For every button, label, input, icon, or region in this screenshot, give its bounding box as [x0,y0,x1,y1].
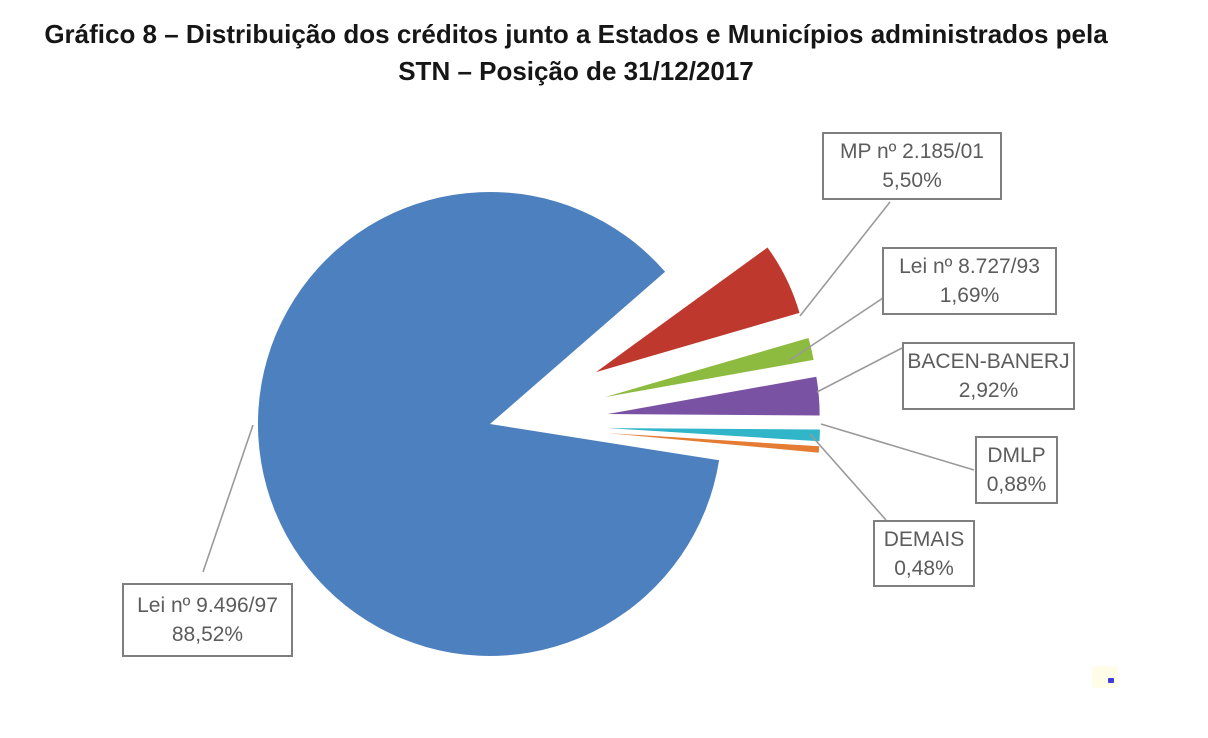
scan-artifact-halo [1092,666,1118,688]
leader-line-bacen-banerj [816,347,903,393]
callout-bacen-banerj-value: 2,92% [958,379,1019,402]
leader-line-dmlp [820,423,975,471]
pie-slices-group [257,191,820,656]
callout-mp-2185-01-label: MP nº 2.185/01 [840,140,984,163]
chart-title-line-2: STN – Posição de 31/12/2017 [398,56,754,86]
callout-dmlp-label: DMLP [987,444,1046,467]
pie-slice-lei-9496-97 [257,191,720,656]
chart-title-line-1: Gráfico 8 – Distribuição dos créditos ju… [44,19,1108,49]
callout-lei-8727-93-label: Lei nº 8.727/93 [899,255,1040,278]
callout-bacen-banerj: BACEN-BANERJ 2,92% [902,342,1075,410]
leader-line-lei-9496-97 [202,424,254,573]
callout-mp-2185-01-value: 5,50% [882,169,942,192]
callout-mp-2185-01: MP nº 2.185/01 5,50% [822,132,1002,200]
chart-title: Gráfico 8 – Distribuição dos créditos ju… [0,16,1152,90]
callout-lei-9496-97-value: 88,52% [171,623,244,646]
callout-lei-9496-97: Lei nº 9.496/97 88,52% [122,583,293,657]
leader-line-mp-2185-01 [799,201,891,317]
pie-slice-dmlp [607,428,820,442]
pie-slice-bacen-banerj [607,376,820,416]
callout-lei-8727-93-value: 1,69% [939,284,1000,307]
callout-dmlp-value: 0,88% [986,473,1047,496]
scan-artifact-mark [1108,678,1114,683]
pie-slice-lei-8727-93 [604,338,814,398]
pie-slice-demais [607,433,820,453]
leader-line-demais [809,433,887,521]
callout-demais-value: 0,48% [894,556,954,580]
callout-bacen-banerj-label: BACEN-BANERJ [907,350,1070,373]
callout-dmlp: DMLP 0,88% [975,436,1058,504]
leader-lines-group [202,201,975,573]
leader-line-lei-8727-93 [789,297,884,361]
callout-demais-label: DEMAIS [883,527,965,551]
pie-slice-mp-2185-01 [596,247,800,373]
callout-demais: DEMAIS 0,48% [873,520,975,587]
callout-lei-8727-93: Lei nº 8.727/93 1,69% [882,247,1057,315]
callout-lei-9496-97-label: Lei nº 9.496/97 [137,594,278,617]
